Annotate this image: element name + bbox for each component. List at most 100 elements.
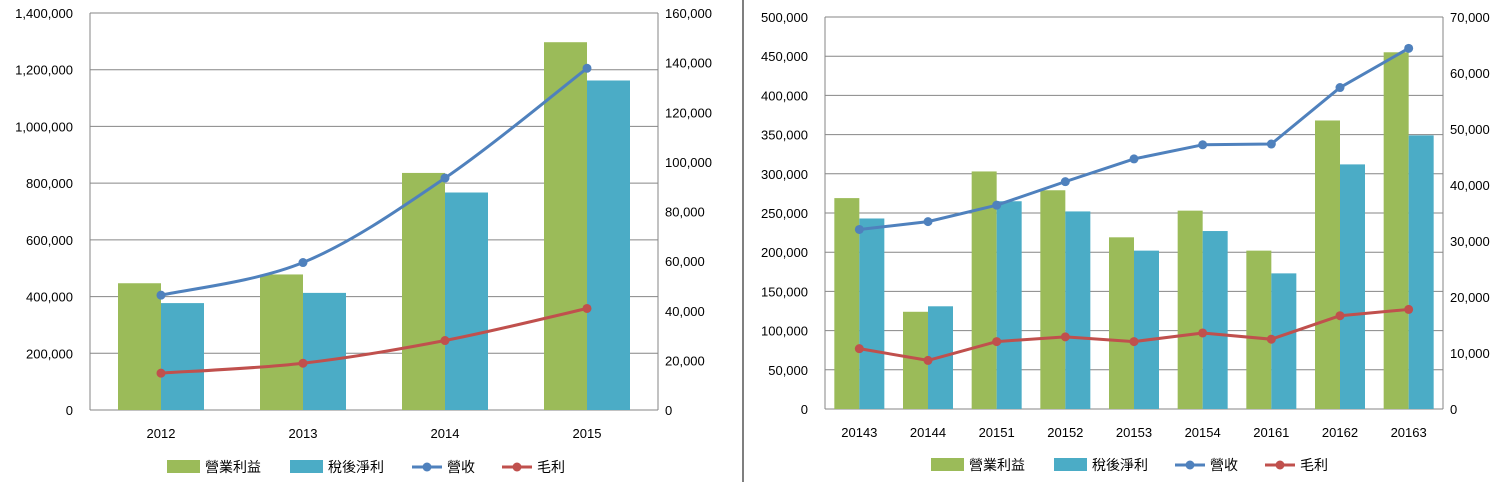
bar-operating-income	[1315, 120, 1340, 409]
y-left-tick-label: 250,000	[761, 206, 808, 221]
y-right-tick-label: 30,000	[1450, 234, 1490, 249]
point-revenue	[1129, 154, 1139, 164]
bar-operating-income	[1177, 210, 1203, 409]
point-gross-profit	[1129, 337, 1139, 347]
legend-revenue-label: 營收	[447, 460, 475, 476]
y-right-tick-label: 80,000	[665, 205, 705, 220]
point-gross-profit	[1266, 334, 1276, 344]
legend: 營業利益 稅後淨利 營收 毛利	[931, 458, 1328, 474]
y-right-tick-label: 120,000	[665, 105, 712, 120]
x-tick-label: 20161	[1253, 425, 1289, 440]
x-tick-label: 20162	[1322, 425, 1358, 440]
y-right-tick-label: 70,000	[1450, 10, 1490, 25]
y-left-tick-label: 1,400,000	[15, 6, 73, 21]
y-right-tick-label: 140,000	[665, 56, 712, 71]
point-revenue	[582, 63, 592, 73]
line-revenue	[160, 67, 588, 297]
y-right-tick-label: 100,000	[665, 155, 712, 170]
y-left-tick-label: 150,000	[761, 284, 808, 299]
y-left-tick-label: 600,000	[26, 233, 73, 248]
point-revenue	[298, 258, 308, 268]
point-revenue	[1060, 177, 1070, 187]
y-left-tick-label: 450,000	[761, 49, 808, 64]
legend-gross-profit-label: 毛利	[1300, 458, 1328, 474]
point-gross-profit	[1404, 304, 1414, 314]
legend-net-income-swatch	[1054, 458, 1087, 471]
y-left-tick-label: 100,000	[761, 324, 808, 339]
y-right-tick-label: 0	[665, 403, 672, 418]
bar-net-income	[445, 192, 488, 410]
x-tick-label: 2014	[431, 426, 460, 441]
point-revenue	[1404, 43, 1414, 53]
point-gross-profit	[440, 336, 450, 346]
y-right-tick-label: 10,000	[1450, 346, 1490, 361]
point-revenue	[992, 200, 1002, 210]
y-right-tick-label: 50,000	[1450, 122, 1490, 137]
point-gross-profit	[1060, 332, 1070, 342]
legend: 營業利益 稅後淨利 營收 毛利	[167, 460, 565, 476]
legend-gross-profit-swatch-marker	[1275, 460, 1285, 470]
y-left-tick-label: 50,000	[768, 363, 808, 378]
legend-revenue-label: 營收	[1210, 458, 1238, 474]
point-revenue	[1266, 139, 1276, 149]
bar-operating-income	[544, 42, 587, 410]
legend-revenue-swatch-marker	[1185, 460, 1195, 470]
point-gross-profit	[582, 303, 592, 313]
y-right-tick-label: 40,000	[665, 304, 705, 319]
y-left-tick-label: 0	[66, 403, 73, 418]
bar-operating-income	[1383, 52, 1409, 409]
legend-net-income-swatch	[290, 460, 323, 473]
chart-divider	[742, 0, 744, 482]
y-left-tick-label: 300,000	[761, 167, 808, 182]
point-gross-profit	[1198, 328, 1208, 338]
legend-net-income-label: 稅後淨利	[1092, 458, 1148, 474]
x-tick-label: 20153	[1116, 425, 1152, 440]
y-right-tick-label: 20,000	[665, 353, 705, 368]
point-revenue	[1335, 83, 1345, 93]
y-right-tick-label: 160,000	[665, 6, 712, 21]
y-left-tick-label: 400,000	[26, 290, 73, 305]
bar-net-income	[1271, 273, 1297, 409]
y-right-tick-label: 0	[1450, 402, 1457, 417]
legend-gross-profit-swatch-marker	[512, 462, 522, 472]
y-left-tick-label: 400,000	[761, 88, 808, 103]
legend-net-income-label: 稅後淨利	[328, 460, 384, 476]
x-tick-label: 2015	[573, 426, 602, 441]
bar-net-income	[1408, 135, 1434, 409]
chart-2: 0 50,000 100,000 150,000 200,000 250,000 300,0…	[761, 10, 1490, 474]
bar-operating-income	[1109, 237, 1134, 409]
bar-net-income	[859, 218, 885, 409]
bar-operating-income	[1040, 190, 1066, 409]
point-gross-profit	[923, 355, 933, 365]
x-tick-label: 20163	[1391, 425, 1427, 440]
bar-operating-income	[402, 172, 445, 410]
chart-1: 0 200,000 400,000 600,000 800,000 1,000,000 1,…	[15, 6, 712, 476]
y-right-tick-label: 20,000	[1450, 290, 1490, 305]
y-right-tick-label: 60,000	[665, 254, 705, 269]
x-tick-label: 20143	[841, 425, 877, 440]
legend-revenue-swatch-marker	[422, 462, 432, 472]
point-gross-profit	[992, 337, 1002, 347]
bar-operating-income	[834, 198, 860, 409]
bar-net-income	[1202, 231, 1228, 409]
bar-net-income	[1065, 211, 1091, 409]
y-left-tick-label: 500,000	[761, 10, 808, 25]
point-revenue	[1198, 140, 1208, 150]
x-tick-label: 20151	[979, 425, 1015, 440]
legend-operating-income-swatch	[931, 458, 964, 471]
x-tick-label: 2012	[147, 426, 176, 441]
x-tick-label: 2013	[289, 426, 318, 441]
legend-operating-income-label: 營業利益	[205, 460, 261, 476]
y-left-tick-label: 1,000,000	[15, 119, 73, 134]
line-gross-profit	[160, 307, 588, 375]
bar-operating-income	[260, 274, 303, 410]
point-revenue	[854, 224, 864, 234]
legend-gross-profit-label: 毛利	[537, 460, 565, 476]
y-left-tick-label: 350,000	[761, 128, 808, 143]
bar-net-income	[1340, 164, 1365, 409]
bar-net-income	[1134, 250, 1159, 409]
x-tick-label: 20144	[910, 425, 946, 440]
legend-operating-income-swatch	[167, 460, 200, 473]
x-tick-label: 20152	[1047, 425, 1083, 440]
